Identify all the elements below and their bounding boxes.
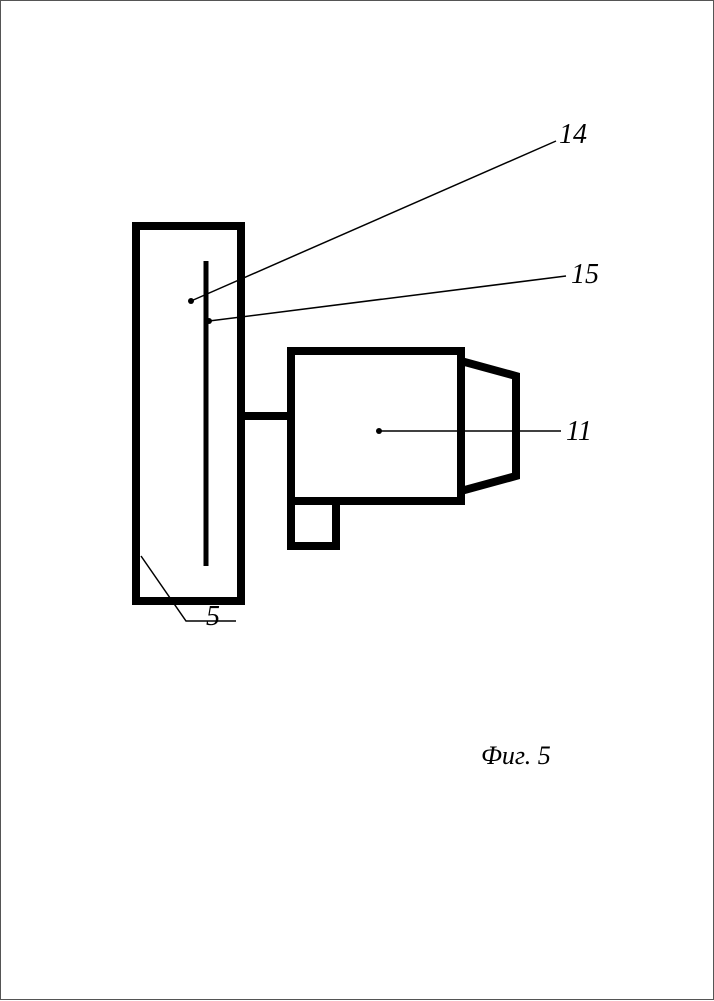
label-5: 5 — [206, 601, 220, 633]
leader-15 — [209, 276, 566, 321]
figure-page: 14 15 5 11 Фиг. 5 — [0, 0, 714, 1000]
leader-14 — [191, 141, 556, 301]
leader-15-dot — [206, 318, 212, 324]
figure-caption: Фиг. 5 — [481, 741, 551, 771]
label-14: 14 — [559, 119, 587, 151]
diagram-svg — [1, 1, 714, 1001]
motor-foot — [291, 501, 336, 546]
label-15: 15 — [571, 259, 599, 291]
outer-housing — [136, 226, 241, 601]
motor-cap — [461, 361, 516, 491]
label-11: 11 — [566, 416, 592, 448]
leader-11-dot — [376, 428, 382, 434]
leader-14-dot — [188, 298, 194, 304]
motor-body — [291, 351, 461, 501]
leader-5 — [141, 556, 236, 621]
